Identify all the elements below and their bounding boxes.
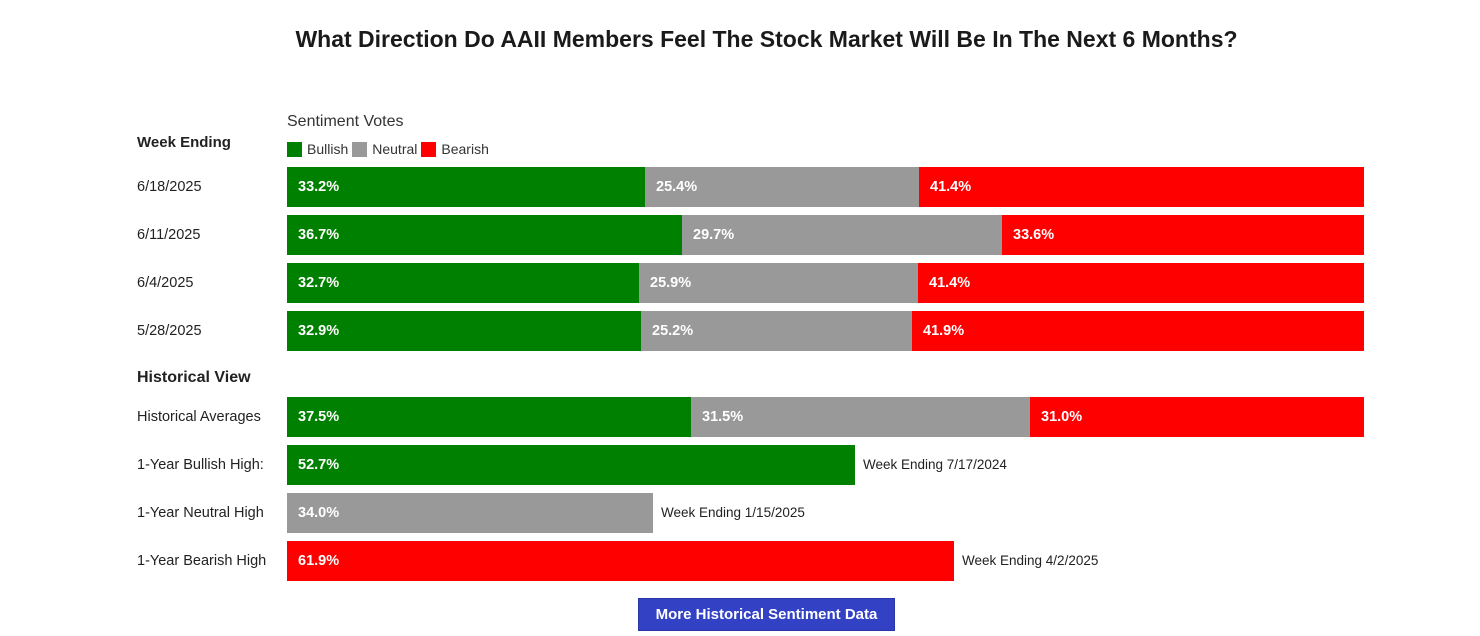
neutral-segment: 25.9% — [639, 263, 918, 303]
neutral-high-note: Week Ending 1/15/2025 — [661, 505, 805, 520]
bearish-segment: 33.6% — [1002, 215, 1364, 255]
one-year-high-label: 1-Year Bearish High — [137, 553, 267, 569]
legend-swatch-neutral — [352, 141, 368, 157]
bullish-segment: 32.7% — [287, 263, 639, 303]
legend-item-neutral: Neutral — [352, 141, 417, 157]
week-bar-row: 32.9% 25.2% 41.9% — [287, 311, 1364, 351]
historical-view-heading: Historical View — [137, 369, 251, 386]
week-label: 6/4/2025 — [137, 275, 194, 291]
week-bar-row: 36.7% 29.7% 33.6% — [287, 215, 1364, 255]
neutral-segment: 31.5% — [691, 397, 1030, 437]
chart-title: What Direction Do AAII Members Feel The … — [295, 26, 1238, 52]
bullish-segment: 36.7% — [287, 215, 682, 255]
week-label: 6/11/2025 — [137, 227, 201, 243]
bearish-high-note: Week Ending 4/2/2025 — [962, 553, 1099, 568]
week-bar-row: 32.7% 25.9% 41.4% — [287, 263, 1364, 303]
legend-swatch-bearish — [421, 141, 437, 157]
legend-swatch-bullish — [287, 141, 302, 157]
historical-average-bar-row: 37.5% 31.5% 31.0% — [287, 397, 1364, 437]
one-year-high-label: 1-Year Bullish High: — [137, 457, 264, 473]
neutral-segment: 25.4% — [645, 167, 919, 207]
historical-average-label: Historical Averages — [137, 409, 261, 425]
one-year-high-label: 1-Year Neutral High — [137, 505, 264, 521]
more-historical-data-button[interactable]: More Historical Sentiment Data — [638, 598, 895, 631]
neutral-segment: 29.7% — [682, 215, 1002, 255]
week-label: 6/18/2025 — [137, 179, 202, 195]
bearish-high-bar-row: 61.9% — [287, 541, 954, 581]
week-label: 5/28/2025 — [137, 323, 202, 339]
legend-label-bullish: Bullish — [307, 141, 349, 157]
bearish-high-segment: 61.9% — [287, 541, 954, 581]
legend-item-bullish: Bullish — [287, 141, 348, 157]
bullish-high-bar-row: 52.7% — [287, 445, 855, 485]
legend-label-neutral: Neutral — [372, 141, 418, 157]
bullish-segment: 32.9% — [287, 311, 641, 351]
bearish-segment: 41.9% — [912, 311, 1364, 351]
neutral-high-segment: 34.0% — [287, 493, 653, 533]
legend-title: Sentiment Votes — [287, 113, 404, 130]
week-ending-heading: Week Ending — [137, 134, 231, 151]
bullish-high-note: Week Ending 7/17/2024 — [863, 457, 1007, 472]
bearish-segment: 41.4% — [919, 167, 1364, 207]
bearish-segment: 31.0% — [1030, 397, 1364, 437]
bullish-segment: 37.5% — [287, 397, 691, 437]
week-bar-row: 33.2% 25.4% 41.4% — [287, 167, 1364, 207]
bearish-segment: 41.4% — [918, 263, 1364, 303]
neutral-segment: 25.2% — [641, 311, 912, 351]
legend-item-bearish: Bearish — [421, 141, 489, 157]
legend-label-bearish: Bearish — [441, 141, 489, 157]
bullish-segment: 33.2% — [287, 167, 645, 207]
bullish-high-segment: 52.7% — [287, 445, 855, 485]
neutral-high-bar-row: 34.0% — [287, 493, 653, 533]
legend: Bullish Neutral Bearish — [287, 141, 493, 157]
